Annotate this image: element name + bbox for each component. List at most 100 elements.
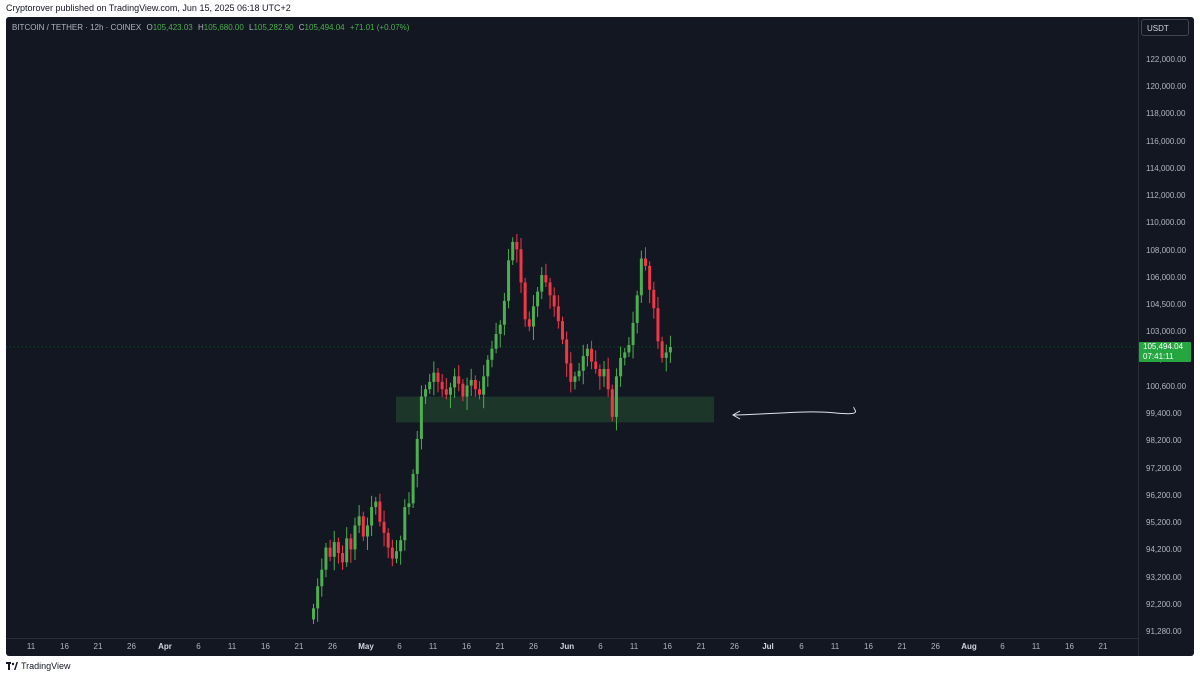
candle[interactable]	[610, 384, 614, 422]
candle[interactable]	[602, 361, 606, 387]
candle[interactable]	[573, 371, 577, 390]
candle[interactable]	[648, 261, 652, 304]
candle[interactable]	[482, 365, 486, 409]
candle[interactable]	[619, 346, 623, 387]
candle[interactable]	[415, 431, 419, 488]
candle[interactable]	[473, 375, 477, 397]
candlestick-chart[interactable]	[6, 17, 1138, 638]
candle[interactable]	[349, 533, 353, 563]
candle[interactable]	[614, 368, 618, 431]
candle[interactable]	[644, 247, 647, 271]
price-axis[interactable]	[1138, 17, 1194, 656]
candle[interactable]	[320, 558, 324, 597]
tradingview-icon	[6, 662, 18, 670]
candle[interactable]	[590, 340, 594, 370]
candle[interactable]	[548, 277, 552, 309]
candle[interactable]	[660, 336, 664, 363]
candle[interactable]	[457, 365, 461, 392]
candle[interactable]	[668, 335, 672, 363]
candle[interactable]	[328, 539, 332, 562]
candle[interactable]	[606, 357, 610, 397]
candle[interactable]	[577, 362, 581, 381]
candle[interactable]	[511, 237, 515, 265]
time-axis-label: 6	[598, 642, 603, 651]
candle[interactable]	[507, 249, 511, 309]
candle[interactable]	[494, 322, 498, 354]
candle[interactable]	[581, 344, 585, 385]
candle[interactable]	[419, 385, 423, 450]
candle[interactable]	[536, 287, 540, 317]
candle[interactable]	[531, 295, 535, 341]
candle[interactable]	[486, 355, 490, 387]
candle[interactable]	[448, 382, 452, 409]
currency-button[interactable]: USDT	[1141, 19, 1189, 36]
candle[interactable]	[312, 603, 315, 625]
tradingview-logo[interactable]: TradingView	[6, 661, 71, 671]
candle[interactable]	[440, 373, 444, 397]
candle[interactable]	[652, 281, 656, 319]
candle[interactable]	[399, 535, 403, 565]
candle[interactable]	[598, 364, 602, 390]
candle[interactable]	[382, 510, 386, 547]
candle[interactable]	[515, 233, 519, 263]
candle[interactable]	[316, 578, 320, 622]
candle[interactable]	[453, 368, 457, 398]
candle[interactable]	[594, 350, 598, 374]
candle[interactable]	[465, 377, 469, 411]
candle[interactable]	[502, 292, 506, 336]
candle[interactable]	[424, 384, 428, 405]
candle[interactable]	[341, 545, 345, 570]
candle[interactable]	[361, 511, 365, 542]
candle[interactable]	[561, 316, 564, 345]
candle[interactable]	[370, 495, 374, 536]
candle[interactable]	[444, 377, 448, 400]
support-zone[interactable]	[396, 396, 714, 423]
candle[interactable]	[386, 528, 390, 559]
candle[interactable]	[631, 311, 635, 359]
candle[interactable]	[544, 263, 548, 288]
candle[interactable]	[627, 337, 631, 357]
candle[interactable]	[353, 517, 357, 560]
arrow-annotation[interactable]	[731, 406, 856, 420]
time-axis[interactable]	[6, 638, 1138, 656]
candle[interactable]	[374, 496, 378, 515]
candle[interactable]	[523, 277, 527, 327]
candle[interactable]	[519, 238, 523, 293]
candle[interactable]	[336, 537, 340, 564]
candle[interactable]	[639, 250, 643, 303]
candle[interactable]	[324, 542, 328, 578]
candle[interactable]	[565, 331, 569, 377]
candle[interactable]	[527, 311, 531, 332]
candle[interactable]	[635, 290, 639, 334]
candle[interactable]	[656, 296, 660, 349]
candle[interactable]	[345, 527, 349, 567]
candle[interactable]	[428, 373, 432, 394]
candle[interactable]	[332, 530, 336, 571]
chart-frame[interactable]: BITCOIN / TETHER · 12h · COINEX O105,423…	[6, 17, 1194, 656]
candle[interactable]	[407, 492, 411, 515]
candle[interactable]	[469, 368, 473, 397]
footer: TradingView	[0, 656, 1200, 678]
candle[interactable]	[378, 493, 382, 527]
plot-area[interactable]	[6, 17, 1138, 638]
candle[interactable]	[623, 347, 627, 366]
candle[interactable]	[365, 517, 369, 550]
price-axis-label: 96,200.00	[1146, 490, 1182, 500]
candle[interactable]	[432, 361, 436, 396]
candle[interactable]	[411, 469, 415, 508]
candle[interactable]	[390, 539, 394, 567]
candle[interactable]	[664, 344, 668, 372]
candle[interactable]	[569, 352, 573, 393]
candle[interactable]	[478, 381, 481, 400]
candle[interactable]	[556, 295, 560, 329]
candle[interactable]	[436, 368, 440, 393]
candle[interactable]	[395, 540, 398, 564]
candle[interactable]	[403, 499, 407, 551]
candle[interactable]	[498, 320, 502, 348]
candle[interactable]	[357, 505, 361, 534]
candle[interactable]	[585, 344, 589, 367]
candle[interactable]	[461, 379, 465, 402]
candle[interactable]	[540, 267, 544, 300]
candle[interactable]	[552, 287, 556, 317]
candle[interactable]	[490, 340, 494, 368]
